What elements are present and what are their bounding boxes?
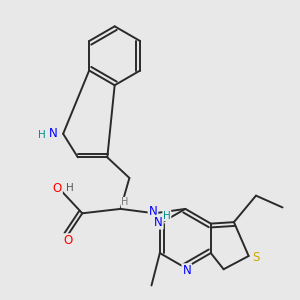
Text: H: H xyxy=(66,183,74,193)
Text: N: N xyxy=(49,127,58,140)
Text: H: H xyxy=(121,197,129,207)
Text: N: N xyxy=(148,205,157,218)
Text: S: S xyxy=(252,251,260,264)
Text: H: H xyxy=(38,130,46,140)
Text: N: N xyxy=(154,216,163,229)
Text: O: O xyxy=(63,234,72,247)
Text: O: O xyxy=(52,182,62,195)
Text: H: H xyxy=(163,211,171,221)
Text: N: N xyxy=(182,264,191,277)
